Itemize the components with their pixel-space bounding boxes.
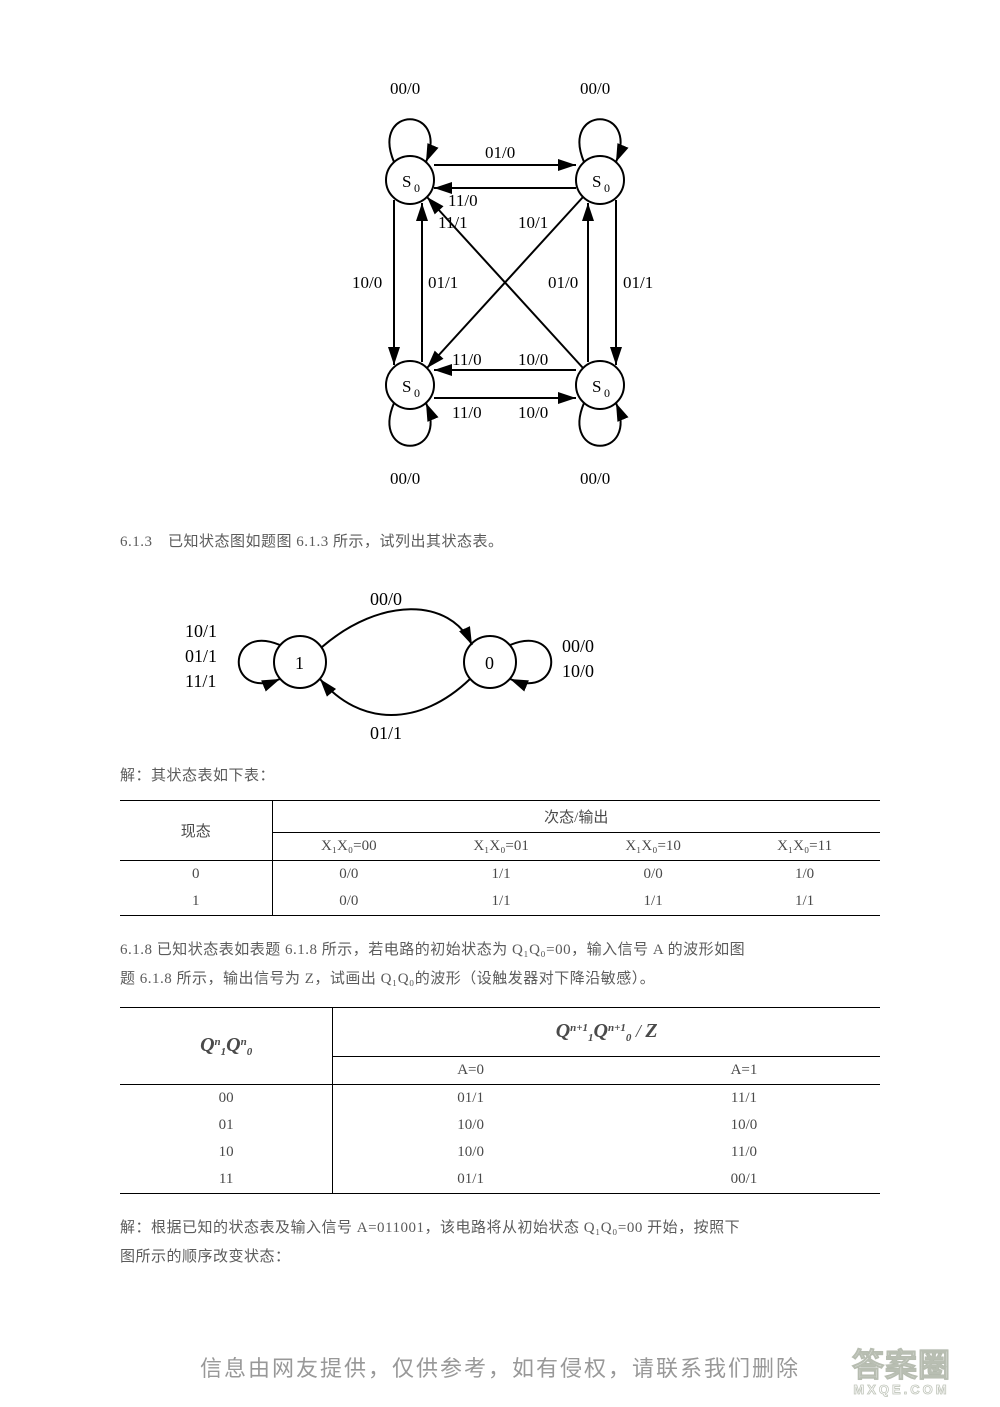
svg-text:S: S — [402, 377, 411, 396]
d1-loop-br: 00/0 — [580, 469, 610, 488]
d1-e0: 01/0 — [485, 143, 515, 162]
table-row: 1 0/0 1/1 1/1 1/1 — [120, 888, 880, 916]
question-6-1-8: 6.1.8 已知状态表如表题 6.1.8 所示，若电路的初始状态为 Q₁Q₀=0… — [120, 936, 880, 993]
table-row: 0 0/0 1/1 0/0 1/0 — [120, 861, 880, 889]
answer-6-1-3: 解：其状态表如下表： — [120, 762, 880, 791]
state-diagram-1: S0 S0 S0 S0 00/0 00/0 00/0 00/0 01/0 11/… — [120, 40, 880, 510]
answer-6-1-8: 解：根据已知的状态表及输入信号 A=011001，该电路将从初始状态 Q₁Q₀=… — [120, 1214, 880, 1271]
watermark: 答案圈 MXQE.COM — [819, 1340, 984, 1397]
d2-bottom: 01/1 — [370, 723, 402, 743]
state-diagram-2: 1 0 00/0 01/1 10/1 01/1 11/1 00/0 10/0 — [120, 567, 880, 752]
d1-e10: 10/0 — [518, 350, 548, 369]
svg-text:S: S — [402, 172, 411, 191]
state-table-1: 现态 次态/输出 X₁X₀=00 X₁X₀=01 X₁X₀=10 X₁X₀=11… — [120, 800, 880, 916]
d1-e8: 11/0 — [452, 350, 482, 369]
state-table-2: Qn1Qn0 Qn+11Qn+10 / Z A=0 A=1 00 01/1 11… — [120, 1007, 880, 1194]
d1-loop-tl: 00/0 — [390, 79, 420, 98]
svg-text:0: 0 — [604, 181, 610, 195]
d1-loop-bl: 00/0 — [390, 469, 420, 488]
d2-l1: 01/1 — [185, 646, 217, 666]
question-6-1-3: 6.1.3 已知状态图如题图 6.1.3 所示，试列出其状态表。 — [120, 528, 880, 557]
svg-text:S: S — [592, 377, 601, 396]
d1-e6: 11/1 — [438, 213, 468, 232]
d1-e2: 10/0 — [352, 273, 382, 292]
d1-e7: 10/1 — [518, 213, 548, 232]
svg-text:0: 0 — [414, 386, 420, 400]
svg-text:S: S — [592, 172, 601, 191]
table-row: 10 10/0 11/0 — [120, 1139, 880, 1166]
d2-l0: 10/1 — [185, 621, 217, 641]
table-row: 11 01/1 00/1 — [120, 1166, 880, 1194]
d2-l2: 11/1 — [185, 671, 216, 691]
d2-r0: 00/0 — [562, 636, 594, 656]
d1-e11: 10/0 — [518, 403, 548, 422]
table-row: 00 01/1 11/1 — [120, 1085, 880, 1113]
d1-e9: 11/0 — [452, 403, 482, 422]
d1-e4: 01/1 — [623, 273, 653, 292]
d1-loop-tr: 00/0 — [580, 79, 610, 98]
d2-top: 00/0 — [370, 589, 402, 609]
d1-e1: 11/0 — [448, 191, 478, 210]
svg-text:0: 0 — [485, 653, 494, 673]
table-row: 01 10/0 10/0 — [120, 1112, 880, 1139]
svg-text:0: 0 — [604, 386, 610, 400]
svg-text:0: 0 — [414, 181, 420, 195]
svg-text:1: 1 — [295, 653, 304, 673]
d2-r1: 10/0 — [562, 661, 594, 681]
d1-e3: 01/1 — [428, 273, 458, 292]
d1-e5: 01/0 — [548, 273, 578, 292]
